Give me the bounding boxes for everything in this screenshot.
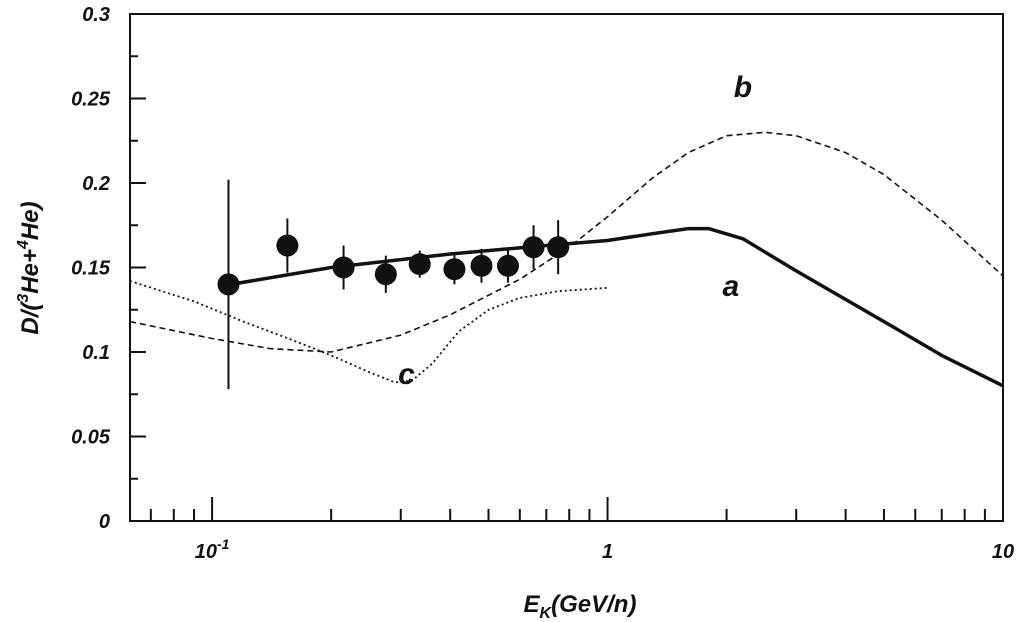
data-point xyxy=(522,236,545,259)
y-axis-title-sup2: 4 xyxy=(15,240,32,250)
x-tick-label: 10 xyxy=(992,541,1014,563)
x-tick-labels: 10-1 1 10 xyxy=(195,536,1014,563)
data-point xyxy=(408,253,431,276)
curve-label-a: a xyxy=(722,270,739,303)
curve-c xyxy=(129,280,608,384)
y-axis-title-p2: He+ xyxy=(17,249,44,294)
curve-a xyxy=(220,226,1004,388)
axis-ticks xyxy=(130,13,1004,522)
y-tick-labels: 0 0.05 0.1 0.15 0.2 0.25 0.3 xyxy=(71,4,111,533)
curve-b xyxy=(129,131,1004,353)
curve-annotations: b a c xyxy=(398,71,752,391)
y-axis-title-p1: D/( xyxy=(17,300,44,335)
plot-frame xyxy=(129,13,1004,522)
x-axis-title-main: E xyxy=(524,591,541,618)
data-point xyxy=(276,234,299,257)
data-point xyxy=(443,258,466,281)
y-tick-label: 0 xyxy=(99,511,110,533)
y-tick-label: 0.2 xyxy=(82,173,110,195)
x-axis-title: EK(GeV/n) xyxy=(524,591,637,622)
x-axis-title-rest: (GeV/n) xyxy=(551,591,636,618)
model-curves xyxy=(129,131,1004,388)
y-axis-title-sup1: 3 xyxy=(15,294,32,303)
data-points xyxy=(217,179,570,390)
x-tick-label-base: 1 xyxy=(602,541,613,563)
data-point xyxy=(217,273,240,296)
x-tick-label-exponent: -1 xyxy=(217,536,230,552)
data-point xyxy=(496,254,519,277)
data-point xyxy=(374,263,397,286)
y-tick-label: 0.25 xyxy=(71,89,111,111)
data-point xyxy=(547,236,570,259)
y-tick-label: 0.05 xyxy=(71,427,111,449)
curve-label-b: b xyxy=(734,71,752,104)
data-point xyxy=(470,254,493,277)
x-axis-title-sub: K xyxy=(540,605,553,622)
x-tick-label: 10-1 xyxy=(195,536,230,563)
y-tick-label: 0.3 xyxy=(82,4,110,26)
data-point xyxy=(332,256,355,279)
x-tick-label-base: 10 xyxy=(992,541,1014,563)
y-tick-label: 0.1 xyxy=(82,342,110,364)
x-tick-label: 1 xyxy=(602,541,613,563)
y-tick-label: 0.15 xyxy=(71,258,111,280)
y-axis-title: D/(3He+4He) xyxy=(15,201,44,334)
curve-label-c: c xyxy=(398,358,415,391)
x-tick-label-base: 10 xyxy=(195,541,217,563)
y-axis-title-p3: He) xyxy=(17,201,44,240)
